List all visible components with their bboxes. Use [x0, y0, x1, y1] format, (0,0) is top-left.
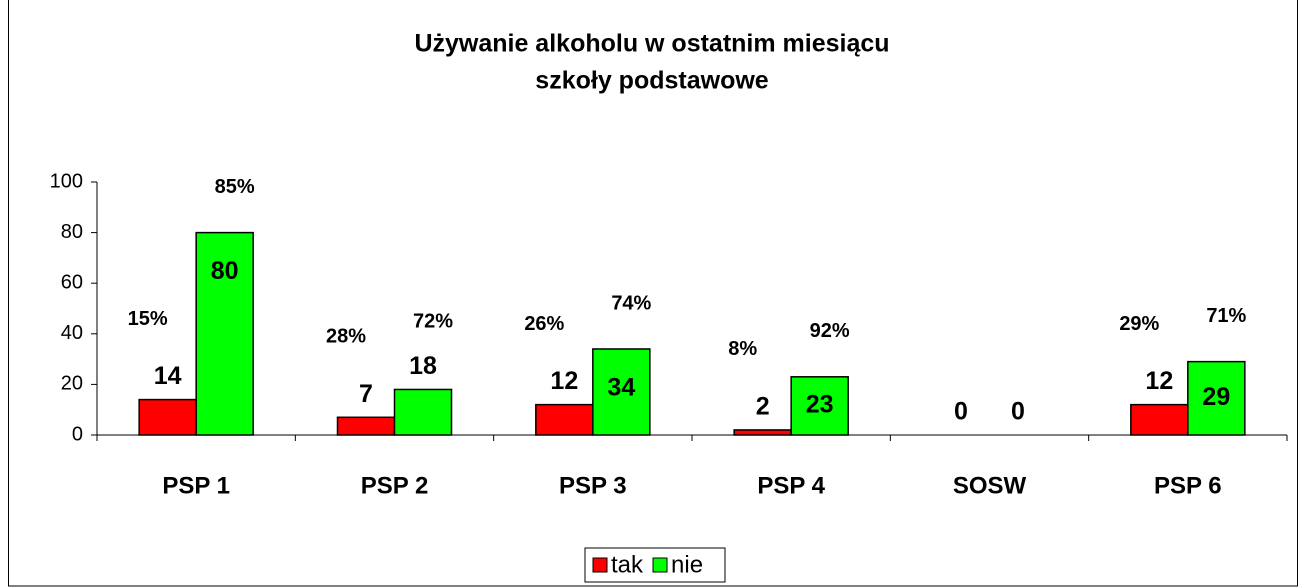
value-label: 2 — [756, 393, 770, 421]
y-tick-label: 40 — [61, 322, 83, 344]
percent-label: 71% — [1206, 305, 1246, 327]
percent-label: 72% — [413, 311, 453, 333]
value-label: 14 — [154, 362, 182, 390]
y-tick-label: 80 — [61, 221, 83, 243]
percent-label: 8% — [728, 338, 757, 360]
legend-label: nie — [671, 551, 703, 578]
bar — [1130, 403, 1189, 436]
chart-subtitle: szkoły podstawowe — [535, 67, 768, 95]
percent-label: 28% — [326, 326, 366, 348]
value-label: 0 — [1011, 398, 1025, 426]
value-label: 0 — [954, 398, 968, 426]
bar — [733, 429, 792, 436]
y-tick-label: 100 — [50, 170, 83, 192]
percent-label: 26% — [524, 313, 564, 335]
percent-label: 92% — [810, 320, 850, 342]
value-label: 34 — [607, 374, 635, 402]
x-tick-label: PSP 6 — [1154, 472, 1222, 499]
bar — [138, 398, 197, 436]
legend-label: tak — [611, 551, 644, 578]
y-tick-label: 20 — [61, 373, 83, 395]
bar — [195, 231, 254, 436]
value-label: 80 — [211, 257, 239, 285]
x-tick-label: PSP 4 — [757, 472, 825, 499]
bar — [535, 403, 594, 436]
value-label: 7 — [359, 380, 373, 408]
x-tick-label: PSP 1 — [162, 472, 230, 499]
x-tick-label: PSP 3 — [559, 472, 627, 499]
percent-label: 29% — [1119, 313, 1159, 335]
value-label: 12 — [550, 367, 578, 395]
bar — [393, 388, 453, 436]
bar — [336, 416, 396, 436]
bar — [592, 348, 651, 436]
value-label: 23 — [806, 391, 834, 419]
legend-swatch — [592, 557, 608, 573]
value-label: 12 — [1145, 367, 1173, 395]
percent-label: 15% — [128, 308, 168, 330]
legend-swatch — [652, 557, 668, 573]
chart-title: Używanie alkoholu w ostatnim miesiącu — [414, 30, 889, 58]
y-tick-label: 60 — [61, 271, 83, 293]
x-tick-label: SOSW — [953, 472, 1027, 499]
percent-label: 74% — [611, 292, 651, 314]
percent-label: 85% — [215, 176, 255, 198]
x-tick-label: PSP 2 — [361, 472, 429, 499]
y-tick-label: 0 — [72, 423, 83, 445]
value-label: 29 — [1202, 383, 1230, 411]
value-label: 18 — [409, 352, 437, 380]
bar — [790, 376, 849, 436]
bar — [1187, 360, 1246, 436]
